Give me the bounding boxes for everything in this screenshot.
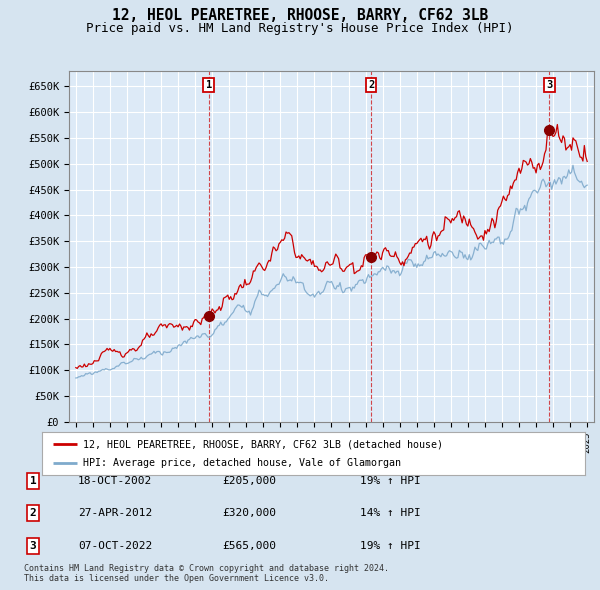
Text: HPI: Average price, detached house, Vale of Glamorgan: HPI: Average price, detached house, Vale… [83, 458, 401, 468]
Text: Contains HM Land Registry data © Crown copyright and database right 2024.
This d: Contains HM Land Registry data © Crown c… [24, 563, 389, 583]
Text: 12, HEOL PEARETREE, RHOOSE, BARRY, CF62 3LB (detached house): 12, HEOL PEARETREE, RHOOSE, BARRY, CF62 … [83, 440, 443, 450]
Text: £320,000: £320,000 [222, 509, 276, 518]
Text: 12, HEOL PEARETREE, RHOOSE, BARRY, CF62 3LB: 12, HEOL PEARETREE, RHOOSE, BARRY, CF62 … [112, 8, 488, 22]
Text: 2: 2 [368, 80, 374, 90]
Text: Price paid vs. HM Land Registry's House Price Index (HPI): Price paid vs. HM Land Registry's House … [86, 22, 514, 35]
Text: 3: 3 [546, 80, 552, 90]
Text: 19% ↑ HPI: 19% ↑ HPI [360, 541, 421, 550]
Text: 14% ↑ HPI: 14% ↑ HPI [360, 509, 421, 518]
Text: £205,000: £205,000 [222, 476, 276, 486]
Text: 27-APR-2012: 27-APR-2012 [78, 509, 152, 518]
Text: 18-OCT-2002: 18-OCT-2002 [78, 476, 152, 486]
Text: 07-OCT-2022: 07-OCT-2022 [78, 541, 152, 550]
Text: 3: 3 [29, 541, 37, 550]
Text: 1: 1 [206, 80, 212, 90]
Text: £565,000: £565,000 [222, 541, 276, 550]
Text: 2: 2 [29, 509, 37, 518]
Text: 19% ↑ HPI: 19% ↑ HPI [360, 476, 421, 486]
Text: 1: 1 [29, 476, 37, 486]
